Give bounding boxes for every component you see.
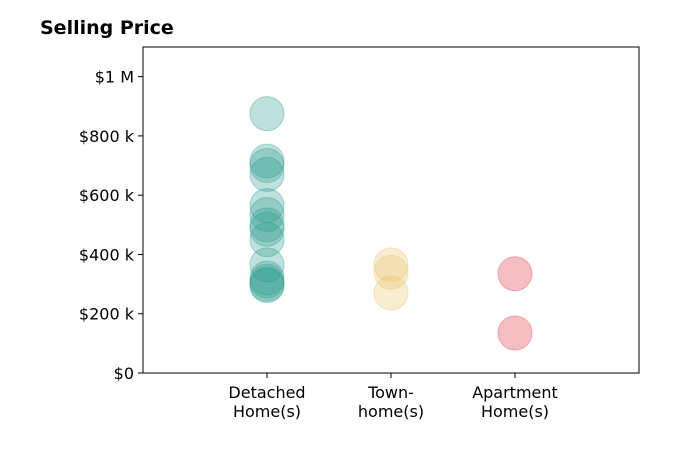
data-point-0-13 bbox=[249, 268, 285, 304]
data-point-2-0 bbox=[497, 256, 533, 292]
data-point-1-2 bbox=[373, 275, 409, 311]
data-point-0-6 bbox=[249, 207, 285, 243]
data-point-1-1 bbox=[373, 254, 409, 290]
markers-layer bbox=[249, 96, 533, 351]
x-tick-label-1: Town-home(s) bbox=[358, 383, 424, 421]
data-point-0-7 bbox=[249, 211, 285, 247]
data-point-0-10 bbox=[249, 260, 285, 296]
data-point-0-11 bbox=[249, 263, 285, 299]
data-point-0-0 bbox=[249, 96, 285, 132]
x-axis: Detached Home(s) Town-home(s) Apartment Home… bbox=[228, 373, 558, 421]
data-point-2-1 bbox=[497, 315, 533, 351]
y-axis: $0 $200 k $400 k $600 k $800 k $1 M bbox=[79, 68, 143, 383]
y-tick-label-0: $0 bbox=[114, 364, 134, 383]
x-tick-label-0: Detached Home(s) bbox=[228, 383, 305, 421]
data-point-0-4 bbox=[249, 188, 285, 224]
data-point-0-2 bbox=[249, 148, 285, 184]
y-tick-label-4: $800 k bbox=[79, 127, 135, 146]
plot-frame bbox=[142, 46, 640, 374]
x-tick-label-2: Apartment Home(s) bbox=[472, 383, 558, 421]
data-point-0-9 bbox=[249, 247, 285, 283]
y-tick-label-2: $400 k bbox=[79, 245, 135, 264]
y-tick-label-3: $600 k bbox=[79, 186, 135, 205]
chart-title: Selling Price bbox=[40, 17, 174, 39]
data-point-1-0 bbox=[373, 247, 409, 283]
y-tick-label-5: $1 M bbox=[95, 68, 134, 87]
data-point-0-12 bbox=[249, 266, 285, 302]
data-point-0-8 bbox=[249, 222, 285, 258]
data-point-0-3 bbox=[249, 156, 285, 192]
data-point-0-1 bbox=[249, 143, 285, 179]
data-point-0-5 bbox=[249, 196, 285, 232]
y-tick-label-1: $200 k bbox=[79, 305, 135, 324]
